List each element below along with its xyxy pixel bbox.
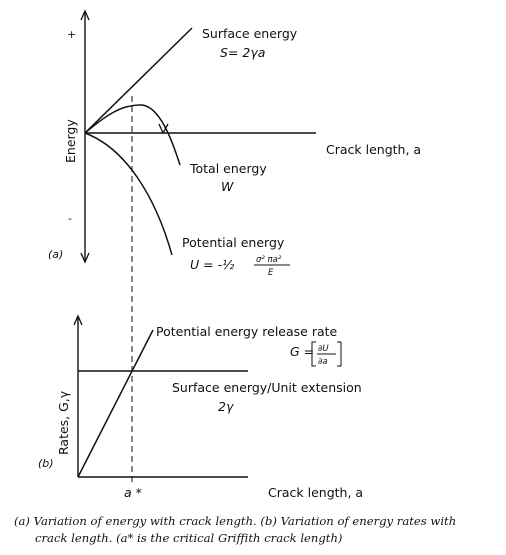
release-rate-denominator: ∂a [318, 357, 328, 367]
total-energy-arrow [158, 123, 169, 135]
energy-x-axis-label: Crack length, a [326, 142, 421, 157]
surface-energy-line [84, 27, 193, 134]
release-rate-bracket-left [311, 341, 316, 367]
rates-panel: Rates, G,γ (b) a * Crack length, a Poten… [38, 314, 363, 500]
total-energy-curve [84, 104, 181, 166]
release-rate-title: Potential energy release rate [156, 324, 338, 339]
total-energy-symbol: W [221, 179, 234, 194]
caption-line-2: crack length. (a* is the critical Griffi… [35, 531, 343, 545]
critical-crack-label: a * [124, 485, 142, 500]
panel-a-label: (a) [48, 248, 63, 261]
rates-x-axis-label: Crack length, a [268, 485, 363, 500]
panel-b-label: (b) [38, 457, 54, 470]
release-rate-line [77, 329, 154, 478]
rates-axis-label: Rates, G,γ [56, 390, 71, 455]
energy-axis-label: Energy [63, 119, 78, 163]
total-energy-title: Total energy [189, 161, 267, 176]
energy-panel: + - Energy Crack length, a (a) Surface e… [48, 9, 421, 278]
surface-energy-formula: S= 2γa [220, 45, 265, 60]
caption-line-1: (a) Variation of energy with crack lengt… [14, 514, 457, 528]
potential-energy-numerator: σ² πa² [256, 255, 282, 265]
figure-caption: (a) Variation of energy with crack lengt… [14, 513, 500, 547]
potential-energy-denominator: E [268, 268, 274, 278]
release-rate-numerator: ∂U [318, 344, 329, 354]
potential-energy-curve [84, 132, 173, 256]
surface-rate-title: Surface energy/Unit extension [172, 380, 362, 395]
potential-energy-title: Potential energy [182, 235, 285, 250]
surface-energy-title: Surface energy [202, 26, 298, 41]
energy-y-axis-arrow [80, 9, 90, 21]
minus-mark: - [68, 212, 72, 225]
potential-energy-lhs: U = -½ [190, 257, 234, 272]
release-rate-lhs: G = [290, 344, 314, 359]
rates-y-axis-arrow [73, 314, 83, 326]
release-rate-bracket-right [337, 341, 342, 367]
surface-rate-symbol: 2γ [218, 399, 234, 414]
energy-y-axis-bottom-arrow [80, 252, 90, 264]
plus-mark: + [67, 28, 76, 41]
